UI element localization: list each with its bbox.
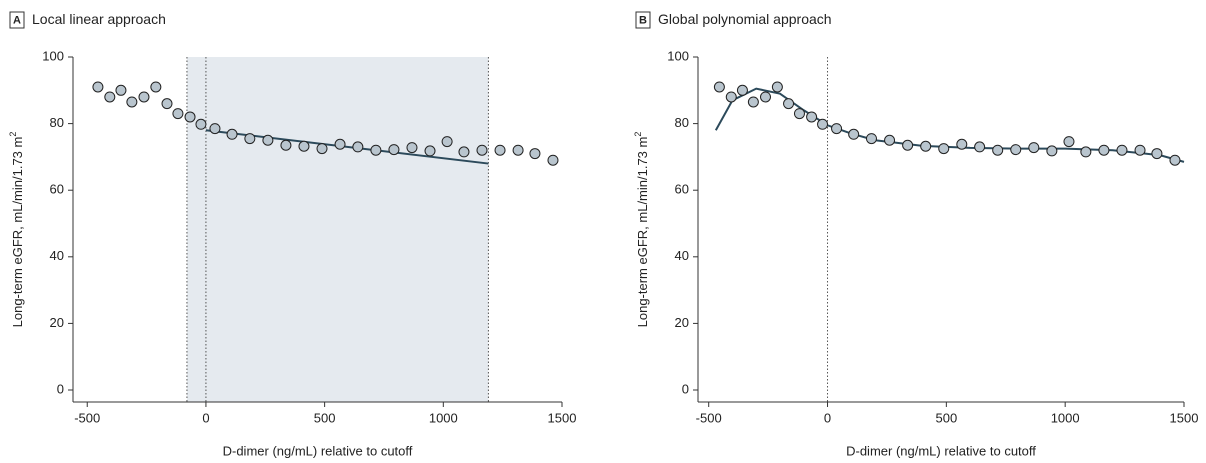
data-point — [902, 139, 914, 151]
data-point — [476, 144, 488, 156]
data-point — [1151, 148, 1163, 160]
data-point — [956, 138, 968, 150]
x-tick-label: 1500 — [1170, 410, 1199, 425]
data-point — [92, 81, 104, 93]
y-tick-label: 0 — [682, 381, 689, 396]
data-point — [848, 128, 860, 140]
panel-badge-box — [635, 11, 651, 29]
data-point — [1134, 144, 1146, 156]
y-axis-label-sup: 2 — [8, 132, 18, 137]
panel-badge: B — [639, 14, 647, 26]
data-point — [115, 84, 127, 96]
data-point — [424, 145, 436, 157]
y-tick-label: 40 — [675, 248, 689, 263]
data-point — [298, 140, 310, 152]
data-point — [725, 91, 737, 103]
data-point — [759, 91, 771, 103]
data-point — [529, 148, 541, 160]
panel-badge: A — [13, 14, 21, 26]
data-point — [388, 144, 400, 156]
data-point — [406, 142, 418, 154]
data-point — [1046, 145, 1058, 157]
data-point — [920, 140, 932, 152]
data-point — [138, 91, 150, 103]
data-point — [884, 134, 896, 146]
x-tick-label: 1500 — [548, 410, 577, 425]
y-tick-label: 100 — [42, 48, 64, 63]
y-tick-label: 80 — [675, 115, 689, 130]
data-point — [161, 98, 173, 110]
x-tick-label: 1000 — [1051, 410, 1080, 425]
y-tick-label: 100 — [667, 48, 689, 63]
data-point — [547, 154, 559, 166]
data-point — [150, 81, 162, 93]
shaded-region — [186, 57, 489, 402]
data-point — [747, 96, 759, 108]
data-point — [126, 96, 138, 108]
y-tick-label: 60 — [50, 182, 64, 197]
data-point — [172, 108, 184, 120]
data-point — [1063, 136, 1075, 148]
data-point — [512, 144, 524, 156]
data-point — [262, 134, 274, 146]
panel-title: Local linear approach — [32, 11, 166, 27]
data-point — [316, 143, 328, 155]
data-point — [441, 136, 453, 148]
data-point — [195, 118, 207, 130]
data-point — [1010, 144, 1022, 156]
data-point — [783, 98, 795, 110]
data-point — [793, 108, 805, 120]
y-tick-label: 0 — [57, 381, 64, 396]
data-point — [771, 81, 783, 93]
y-axis-label: Long-term eGFR, mL/min/1.73 m2 — [8, 132, 25, 328]
x-tick-label: 0 — [824, 410, 831, 425]
data-point — [1080, 146, 1092, 158]
data-point — [244, 133, 256, 145]
x-axis-label: D-dimer (ng/mL) relative to cutoff — [223, 443, 413, 458]
x-tick-label: -500 — [696, 410, 722, 425]
y-axis-label: Long-term eGFR, mL/min/1.73 m2 — [633, 132, 650, 328]
data-point — [713, 81, 725, 93]
y-axis-label-sup: 2 — [633, 132, 643, 137]
x-tick-label: -500 — [74, 410, 100, 425]
y-tick-label: 60 — [675, 182, 689, 197]
data-point — [817, 118, 829, 130]
data-point — [458, 146, 470, 158]
data-point — [736, 84, 748, 96]
data-point — [806, 111, 818, 123]
y-tick-label: 20 — [50, 315, 64, 330]
data-point — [104, 91, 116, 103]
x-tick-label: 0 — [202, 410, 209, 425]
data-point — [352, 141, 364, 153]
data-point — [184, 111, 196, 123]
y-axis-label-text: Long-term eGFR, mL/min/1.73 m — [635, 137, 650, 328]
data-point — [938, 143, 950, 155]
data-point — [831, 123, 843, 135]
data-point — [370, 144, 382, 156]
y-tick-label: 40 — [50, 248, 64, 263]
data-point — [334, 138, 346, 150]
y-tick-label: 20 — [675, 315, 689, 330]
x-tick-label: 500 — [935, 410, 957, 425]
panel-title: Global polynomial approach — [658, 11, 832, 27]
y-tick-label: 80 — [50, 115, 64, 130]
data-point — [280, 139, 292, 151]
data-point — [1098, 144, 1110, 156]
data-point — [1169, 154, 1181, 166]
data-point — [494, 144, 506, 156]
panel-badge-box — [9, 11, 25, 29]
data-point — [974, 141, 986, 153]
x-axis-label: D-dimer (ng/mL) relative to cutoff — [846, 443, 1036, 458]
x-tick-label: 500 — [314, 410, 336, 425]
y-axis-label-text: Long-term eGFR, mL/min/1.73 m — [10, 137, 25, 328]
x-tick-label: 1000 — [429, 410, 458, 425]
data-point — [1116, 144, 1128, 156]
data-point — [865, 133, 877, 145]
data-point — [209, 123, 221, 135]
data-point — [992, 144, 1004, 156]
data-point — [1028, 142, 1040, 154]
data-point — [226, 128, 238, 140]
